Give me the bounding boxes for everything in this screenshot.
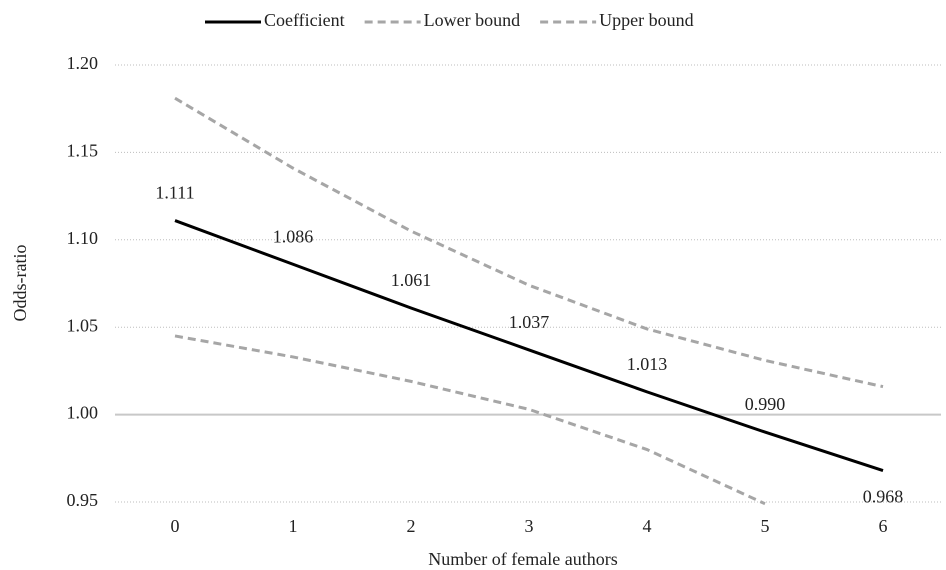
data-label: 1.037	[509, 312, 550, 332]
x-tick-label: 6	[879, 516, 888, 536]
y-tick-label: 1.00	[67, 403, 99, 423]
data-label: 0.990	[745, 394, 786, 414]
series-line	[174, 96, 884, 389]
x-tick-label: 1	[289, 516, 298, 536]
data-label: 1.013	[627, 354, 668, 374]
data-label: 1.111	[155, 183, 194, 203]
x-tick-label: 3	[525, 516, 534, 536]
x-tick-label: 4	[643, 516, 652, 536]
data-label: 0.968	[863, 487, 904, 507]
x-tick-label: 2	[407, 516, 416, 536]
x-axis-title: Number of female authors	[428, 549, 617, 569]
data-label: 1.086	[273, 226, 314, 246]
y-tick-label: 1.10	[67, 228, 99, 248]
data-label: 1.061	[391, 270, 432, 290]
series-line	[174, 334, 766, 506]
legend-label: Coefficient	[264, 10, 345, 30]
legend-label: Upper bound	[599, 10, 693, 30]
x-tick-label: 0	[171, 516, 180, 536]
legend-label: Lower bound	[424, 10, 520, 30]
series-line	[174, 219, 884, 472]
y-tick-label: 1.15	[67, 141, 99, 161]
y-axis-title: Odds-ratio	[10, 245, 30, 322]
y-tick-label: 1.20	[67, 53, 99, 73]
y-tick-label: 0.95	[67, 490, 99, 510]
x-tick-label: 5	[761, 516, 770, 536]
y-tick-label: 1.05	[67, 315, 99, 335]
